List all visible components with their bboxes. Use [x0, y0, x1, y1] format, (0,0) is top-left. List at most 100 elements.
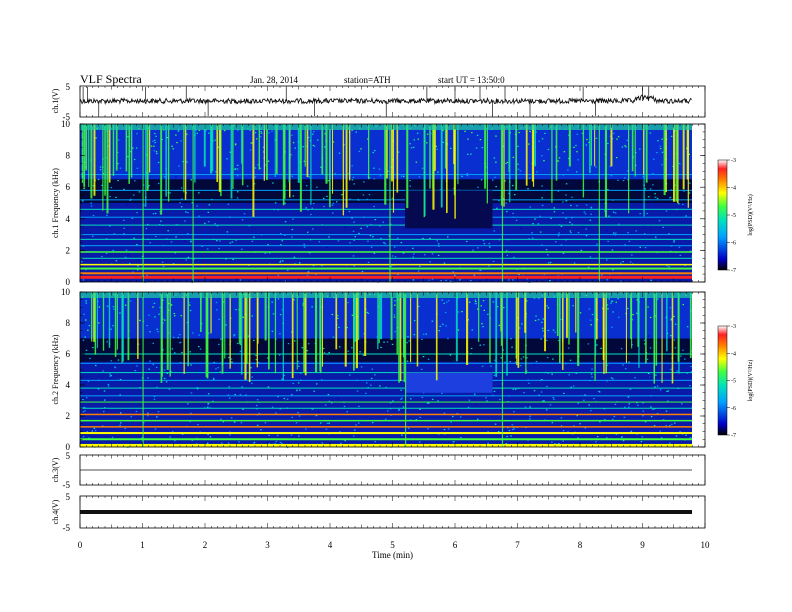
spectrogram-cell [279, 441, 282, 443]
spectrogram-cell [533, 161, 535, 163]
spectrogram-cell [164, 319, 166, 321]
sferic-streak [241, 292, 243, 375]
x-tick-label: 5 [390, 540, 395, 550]
spectrogram-cell [147, 412, 149, 414]
sferic-streak [403, 292, 406, 383]
spectrogram-cell [486, 400, 488, 402]
spectrogram-cell [154, 142, 156, 144]
spectrogram-cell [500, 357, 502, 359]
spectrogram-cell [576, 171, 578, 173]
spectrogram-cell [394, 304, 396, 306]
spectrogram-cell [529, 415, 531, 417]
spectrogram-cell [565, 183, 568, 185]
spectrogram-cell [471, 329, 473, 331]
spectrogram-cell [649, 376, 652, 378]
spectrogram-cell [97, 388, 100, 390]
sferic-streak [282, 292, 284, 381]
sferic-streak [114, 292, 117, 357]
spectrogram-cell [316, 186, 318, 188]
spectral-line [80, 257, 692, 259]
sferic-streak [410, 292, 412, 363]
spectrogram-cell [302, 304, 304, 306]
spectrogram-cell [517, 145, 519, 147]
spectrogram-cell [421, 396, 424, 399]
spectrogram-cell [341, 194, 343, 196]
sferic-streak [689, 292, 692, 359]
spectrogram-cell [146, 223, 149, 226]
spectrogram-cell [315, 415, 318, 417]
spectrogram-cell [305, 207, 307, 209]
spectrogram-cell [177, 337, 180, 339]
spectrogram-cell [158, 182, 160, 185]
spectrogram-cell [123, 227, 125, 229]
spectrogram-cell [196, 205, 198, 207]
spectrogram-cell [457, 311, 460, 313]
spectrogram-cell [539, 231, 542, 233]
spectrogram-cell [267, 386, 270, 388]
spectrogram-cell [198, 192, 200, 194]
spectrogram-cell [669, 307, 672, 309]
spectrogram-cell [490, 365, 492, 367]
spectrogram-cell [529, 206, 532, 208]
spectrogram-cell [234, 144, 237, 146]
spectrogram-cell [511, 429, 514, 431]
sferic-streak [582, 124, 585, 198]
spectrogram-cell [313, 390, 315, 392]
spectrogram-cell [678, 203, 680, 205]
spectral-line [80, 438, 692, 441]
spectrogram-cell [313, 131, 315, 133]
spectrogram-cell [487, 431, 489, 433]
spectrogram-cell [138, 191, 141, 193]
spectrogram-cell [348, 172, 350, 174]
spectrogram-cell [576, 151, 578, 153]
tick-label: 5 [66, 451, 71, 461]
spectrogram-cell [297, 360, 300, 362]
spectrogram-cell [541, 155, 543, 157]
spectrogram-cell [676, 370, 678, 372]
spectrogram-cell [184, 240, 186, 242]
spectrogram-cell [196, 132, 198, 134]
sferic-streak [319, 292, 322, 373]
spectrogram-cell [527, 188, 529, 190]
spectrogram-cell [468, 301, 471, 303]
spectrogram-cell [268, 443, 271, 445]
sferic-streak [643, 124, 645, 175]
colorbar-tick-label: -6 [731, 406, 736, 412]
spectrogram-cell [237, 191, 239, 193]
spectrogram-cell [514, 388, 517, 390]
sferic-streak [396, 292, 398, 355]
spectrogram-cell [186, 133, 188, 135]
spectrogram-cell [241, 219, 244, 221]
spectrogram-cell [231, 241, 234, 243]
spectrogram-cell [670, 335, 672, 337]
spectrogram-cell [608, 215, 610, 217]
sferic-streak [500, 124, 503, 206]
spectrogram-cell [306, 185, 308, 187]
spectrogram-cell [437, 171, 439, 173]
header-date: Jan. 28, 2014 [250, 75, 298, 85]
spectrogram-cell [180, 140, 182, 142]
spectrogram-cell [594, 198, 596, 200]
spectrogram-cell [156, 386, 158, 388]
sferic-streak [589, 124, 591, 174]
spectrogram-cell [147, 377, 149, 379]
spectrogram-cell [550, 217, 552, 219]
sferic-streak [517, 292, 520, 368]
spectrogram-cell [297, 382, 300, 384]
spectrogram-cell [549, 404, 552, 406]
spectrogram-cell [301, 347, 304, 349]
spectrogram-cell [438, 330, 440, 332]
spectrogram-cell [503, 307, 505, 309]
spectrogram-cell [162, 299, 164, 301]
spectrogram-cell [191, 202, 193, 204]
spectrogram-cell [528, 143, 530, 145]
spectrogram-cell [326, 195, 328, 197]
sferic-streak [315, 292, 318, 373]
spectrogram-cell [228, 356, 230, 359]
spectrogram-cell [447, 338, 449, 340]
spectrogram-cell [172, 263, 175, 265]
spectrogram-cell [587, 266, 590, 268]
sferic-streak [391, 124, 393, 182]
x-tick-label: 9 [640, 540, 645, 550]
spectrogram-cell [606, 279, 608, 281]
